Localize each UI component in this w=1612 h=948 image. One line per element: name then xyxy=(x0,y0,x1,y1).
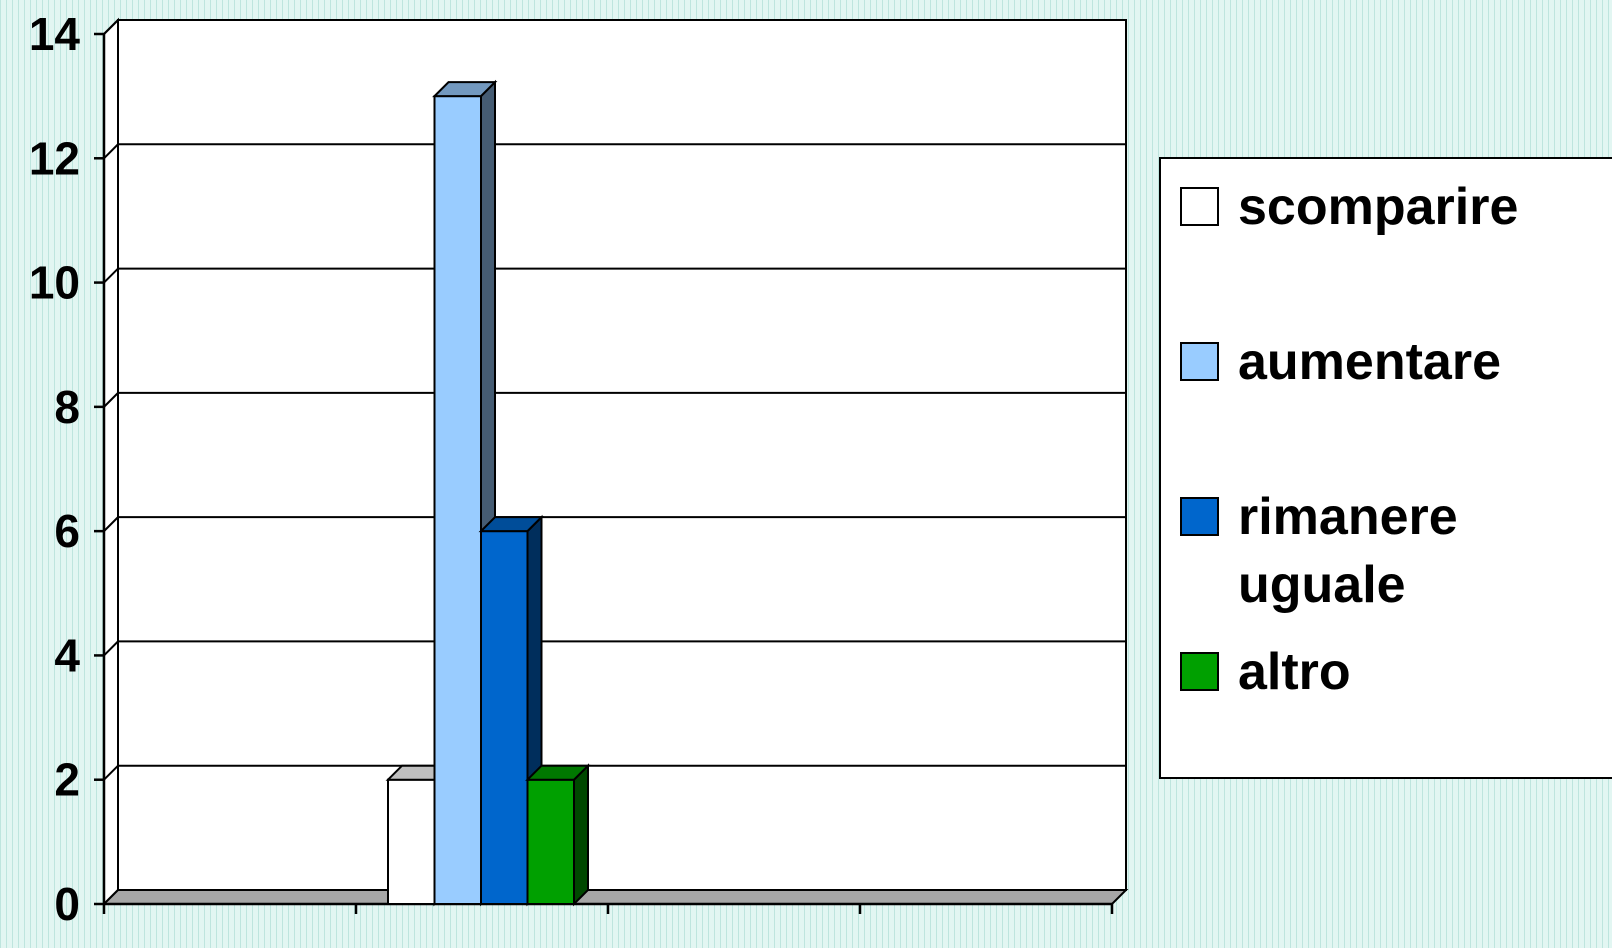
y-axis-tick-labels: 0 2 4 6 8 10 12 14 xyxy=(29,8,81,930)
gridline xyxy=(103,764,1126,781)
axes xyxy=(94,32,1114,914)
bar-front xyxy=(433,95,482,905)
y-tick-label: 14 xyxy=(29,8,81,60)
floor-plane xyxy=(101,889,1129,905)
bar-top xyxy=(432,81,498,98)
y-tick-label: 8 xyxy=(54,381,80,433)
legend-box xyxy=(1159,157,1612,779)
plot-back-wall xyxy=(117,19,1127,891)
chart-floor xyxy=(101,889,1129,905)
legend-item: aumentare xyxy=(1180,333,1501,391)
legend-label: aumentare xyxy=(1238,333,1501,391)
bar-front xyxy=(526,778,575,906)
legend-item: scomparire xyxy=(1180,178,1518,236)
y-tick-label: 6 xyxy=(54,505,80,557)
y-tick-label: 10 xyxy=(29,257,80,309)
bar-altro xyxy=(525,763,591,907)
bar-front xyxy=(480,530,529,906)
plot-area xyxy=(103,17,1127,907)
gridline xyxy=(103,19,1126,35)
gridline xyxy=(103,640,1126,657)
y-tick-label: 12 xyxy=(29,132,80,184)
gridline xyxy=(103,267,1126,284)
bar-side xyxy=(573,763,589,907)
legend-swatch xyxy=(1180,652,1219,691)
bars xyxy=(385,79,591,907)
legend-item: rimanere uguale xyxy=(1180,488,1458,614)
legend-label: uguale xyxy=(1238,556,1406,614)
legend-swatch xyxy=(1180,342,1219,381)
gridline xyxy=(103,143,1126,159)
legend-label: altro xyxy=(1238,643,1351,701)
gridline xyxy=(103,391,1126,408)
legend: scomparire aumentare rimanere uguale altro xyxy=(1159,157,1612,779)
y-tick-label: 0 xyxy=(54,878,80,930)
gridline xyxy=(103,516,1126,532)
bar-top xyxy=(478,516,544,533)
gridlines xyxy=(103,19,1126,781)
legend-label: rimanere xyxy=(1238,488,1458,546)
bar-top xyxy=(525,764,591,781)
legend-swatch xyxy=(1180,187,1219,226)
legend-item: altro xyxy=(1180,643,1351,701)
legend-label: scomparire xyxy=(1238,178,1518,236)
y-tick-label: 4 xyxy=(54,629,80,681)
legend-swatch xyxy=(1180,497,1219,536)
y-tick-label: 2 xyxy=(54,754,80,806)
bar-front xyxy=(387,778,436,906)
